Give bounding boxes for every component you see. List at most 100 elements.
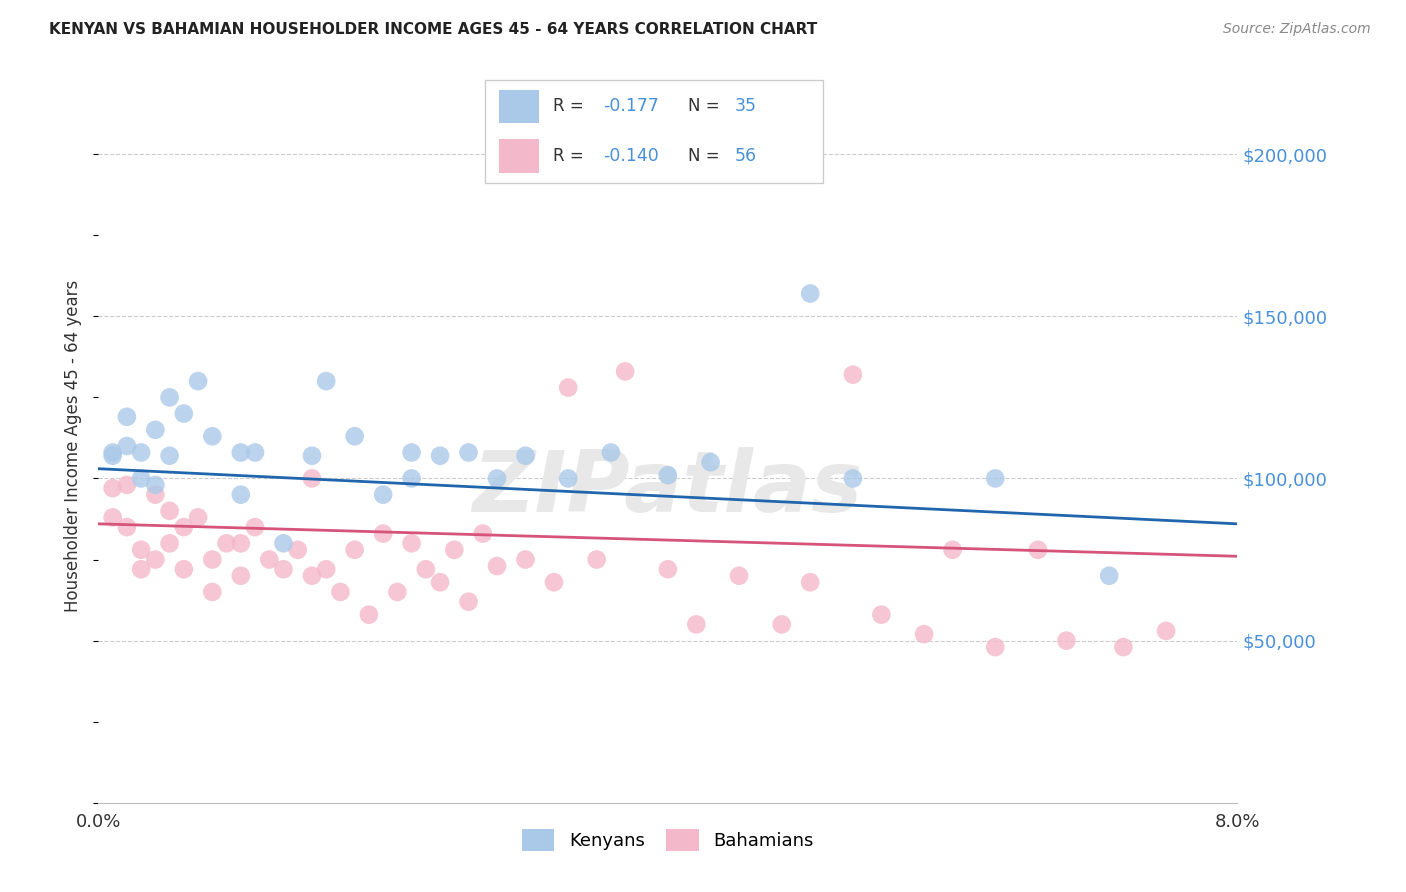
FancyBboxPatch shape (499, 139, 538, 173)
Point (984, 471, 1007, 485)
Text: N =: N = (688, 97, 724, 115)
Point (301, 449, 323, 463)
Point (315, 562, 337, 576)
Point (457, 595, 479, 609)
Point (1154, 624, 1177, 638)
Point (173, 562, 195, 576)
Text: 56: 56 (735, 146, 756, 165)
Point (657, 468, 679, 483)
Point (357, 607, 380, 622)
Point (343, 429, 366, 443)
Point (842, 471, 865, 485)
Point (585, 552, 607, 566)
Point (159, 390, 181, 404)
Point (229, 488, 252, 502)
Point (159, 536, 181, 550)
Point (343, 542, 366, 557)
Point (614, 364, 637, 378)
Point (115, 439, 138, 453)
Point (201, 552, 224, 566)
Point (129, 445, 152, 459)
Point (201, 429, 224, 443)
Point (159, 449, 181, 463)
Point (842, 368, 865, 382)
Point (101, 449, 124, 463)
Point (401, 445, 423, 459)
Point (600, 445, 623, 459)
Point (173, 407, 195, 421)
Point (243, 445, 266, 459)
Point (543, 575, 565, 590)
Point (201, 585, 224, 599)
Point (515, 552, 537, 566)
Text: Source: ZipAtlas.com: Source: ZipAtlas.com (1223, 22, 1371, 37)
Point (685, 617, 707, 632)
Point (173, 520, 195, 534)
Point (912, 627, 935, 641)
Point (301, 471, 323, 485)
Point (187, 374, 209, 388)
Text: N =: N = (688, 146, 724, 165)
Point (145, 552, 167, 566)
Point (101, 445, 124, 459)
Point (145, 423, 167, 437)
Point (301, 568, 323, 582)
Point (415, 562, 437, 576)
Point (657, 562, 679, 576)
Point (145, 488, 167, 502)
Point (471, 526, 494, 541)
Legend: Kenyans, Bahamians: Kenyans, Bahamians (515, 822, 821, 858)
Point (1026, 542, 1049, 557)
Point (401, 471, 423, 485)
Point (329, 585, 352, 599)
Text: R =: R = (553, 97, 589, 115)
Point (799, 575, 821, 590)
Point (401, 536, 423, 550)
Point (115, 520, 138, 534)
Point (443, 542, 465, 557)
Point (115, 409, 138, 424)
Point (557, 471, 579, 485)
FancyBboxPatch shape (485, 80, 823, 183)
Text: R =: R = (553, 146, 589, 165)
Text: KENYAN VS BAHAMIAN HOUSEHOLDER INCOME AGES 45 - 64 YEARS CORRELATION CHART: KENYAN VS BAHAMIAN HOUSEHOLDER INCOME AG… (49, 22, 817, 37)
Point (515, 449, 537, 463)
Y-axis label: Householder Income Ages 45 - 64 years: Householder Income Ages 45 - 64 years (65, 280, 83, 612)
Point (1056, 633, 1078, 648)
Text: -0.177: -0.177 (603, 97, 659, 115)
Point (187, 510, 209, 524)
Point (229, 568, 252, 582)
Point (429, 575, 451, 590)
Point (115, 478, 138, 492)
Point (1098, 568, 1121, 582)
Point (770, 617, 793, 632)
Point (259, 552, 281, 566)
Point (984, 640, 1007, 654)
Point (129, 471, 152, 485)
Point (243, 520, 266, 534)
Point (371, 488, 394, 502)
Text: -0.140: -0.140 (603, 146, 659, 165)
Point (101, 510, 124, 524)
Point (942, 542, 965, 557)
Point (229, 536, 252, 550)
Point (486, 559, 509, 574)
Point (728, 568, 751, 582)
Point (159, 504, 181, 518)
Point (145, 478, 167, 492)
Point (799, 286, 821, 301)
Point (457, 445, 479, 459)
Point (870, 607, 893, 622)
Point (486, 471, 509, 485)
Point (129, 542, 152, 557)
Point (287, 542, 309, 557)
Point (371, 526, 394, 541)
Point (129, 562, 152, 576)
Point (273, 562, 295, 576)
Point (699, 455, 721, 469)
Point (557, 381, 579, 395)
Point (273, 536, 295, 550)
Point (387, 585, 409, 599)
Text: 35: 35 (735, 97, 756, 115)
Point (215, 536, 238, 550)
